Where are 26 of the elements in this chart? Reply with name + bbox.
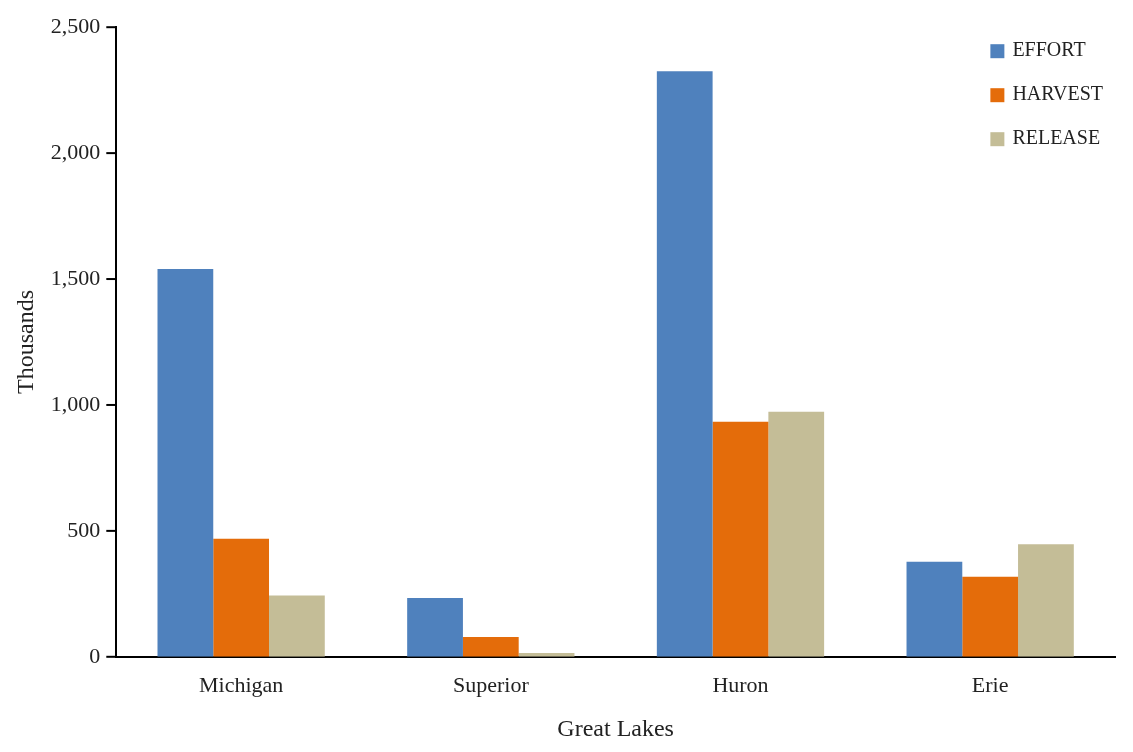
- x-tick-label: Michigan: [198, 671, 284, 697]
- x-tick-label: Erie: [971, 671, 1009, 697]
- y-tick-label: 2,500: [50, 12, 101, 38]
- y-tick-label: 1,500: [50, 264, 101, 290]
- y-tick-label: 500: [67, 516, 101, 542]
- y-axis-title: Thousands: [11, 290, 38, 394]
- legend-label: HARVEST: [1012, 82, 1103, 105]
- x-tick-label: Huron: [712, 671, 769, 697]
- bar: [157, 268, 214, 657]
- bar: [656, 71, 713, 657]
- bar: [407, 598, 463, 657]
- legend-label: RELEASE: [1012, 126, 1101, 149]
- x-axis-title: Great Lakes: [557, 714, 674, 741]
- bar: [906, 561, 963, 657]
- y-tick-label: 2,000: [50, 138, 101, 164]
- bar: [269, 595, 325, 657]
- bar: [768, 411, 825, 657]
- y-tick-label: 1,000: [50, 390, 101, 416]
- x-tick-label: Superior: [452, 671, 530, 697]
- bar: [462, 636, 519, 657]
- y-tick-label: 0: [89, 642, 101, 668]
- bar: [962, 576, 1019, 657]
- bar: [712, 421, 769, 657]
- bar: [213, 538, 270, 657]
- legend-label: EFFORT: [1012, 38, 1086, 61]
- bar: [1018, 544, 1074, 657]
